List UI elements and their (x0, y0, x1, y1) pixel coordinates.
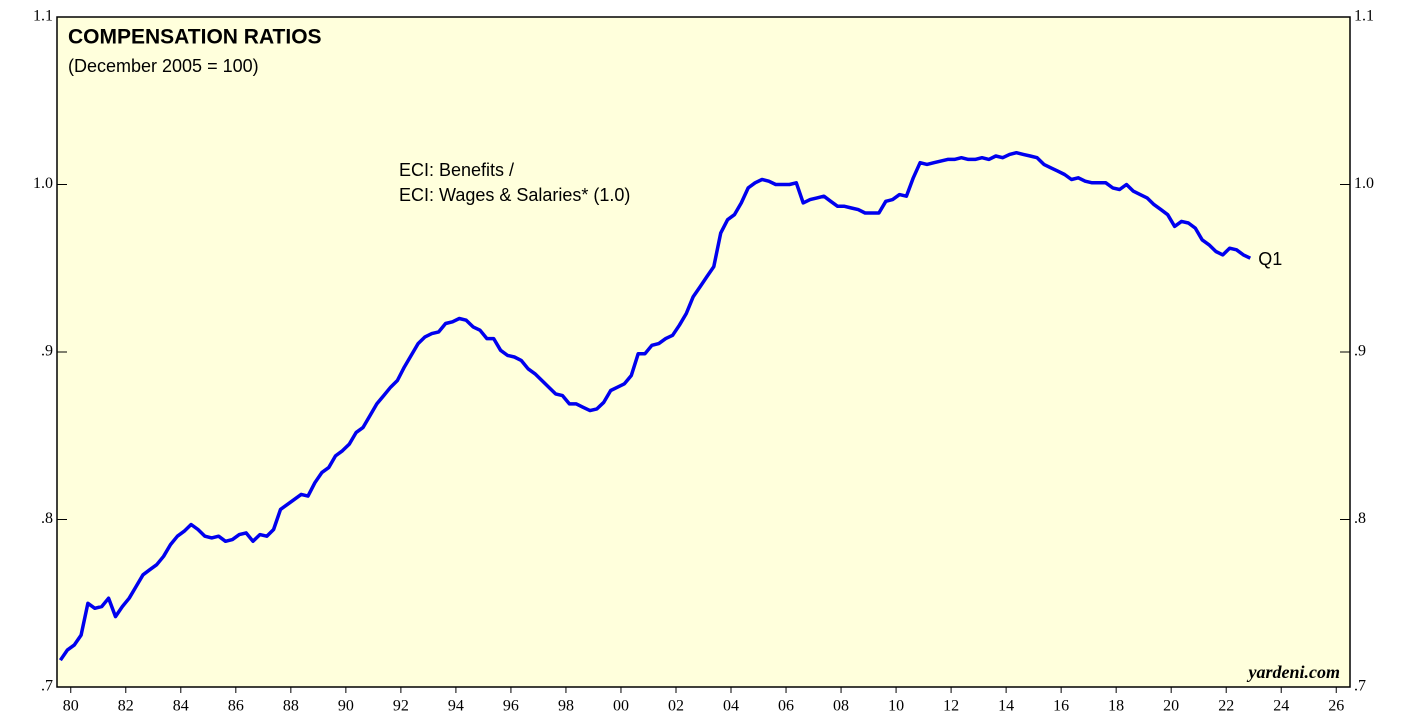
x-tick-label: 00 (613, 698, 629, 715)
y-tick-label: .8 (41, 510, 53, 527)
x-tick-label: 06 (778, 698, 794, 715)
y-tick-label: 1.0 (33, 175, 53, 192)
plot-area (56, 16, 1351, 688)
end-label: Q1 (1258, 249, 1282, 269)
y2-tick-label: 1.0 (1354, 175, 1374, 192)
x-tick-label: 96 (503, 698, 519, 715)
chart-subtitle: (December 2005 = 100) (68, 56, 259, 76)
x-tick-label: 14 (998, 698, 1014, 715)
annotation: ECI: Wages & Salaries* (1.0) (399, 185, 630, 205)
x-tick-label: 08 (833, 698, 849, 715)
annotation: ECI: Benefits / (399, 160, 514, 180)
line-series (58, 150, 1252, 662)
y-tick-label: .7 (41, 678, 53, 695)
y2-tick-label: .8 (1354, 510, 1366, 527)
x-tick-label: 22 (1218, 698, 1234, 715)
x-tick-label: 12 (943, 698, 959, 715)
x-tick-label: 88 (283, 698, 299, 715)
y-tick-label: 1.1 (33, 8, 53, 25)
x-tick-label: 20 (1163, 698, 1179, 715)
y2-tick-label: .7 (1354, 678, 1366, 695)
x-tick-label: 86 (228, 698, 244, 715)
x-tick-label: 92 (393, 698, 409, 715)
x-tick-label: 10 (888, 698, 904, 715)
y-tick-label: .9 (41, 343, 53, 360)
source: yardeni.com (1247, 662, 1341, 682)
y2-tick-label: .9 (1354, 343, 1366, 360)
chart-title: COMPENSATION RATIOS (68, 26, 322, 49)
x-tick-label: 24 (1273, 698, 1289, 715)
x-tick-label: 94 (448, 698, 464, 715)
x-tick-label: 02 (668, 698, 684, 715)
x-tick-label: 90 (338, 698, 354, 715)
y2-tick-label: 1.1 (1354, 8, 1374, 25)
x-tick-label: 04 (723, 698, 739, 715)
x-tick-label: 16 (1053, 698, 1069, 715)
x-tick-label: 26 (1328, 698, 1344, 715)
x-tick-label: 18 (1108, 698, 1124, 715)
x-tick-label: 82 (118, 698, 134, 715)
x-tick-label: 80 (63, 698, 79, 715)
x-tick-label: 98 (558, 698, 574, 715)
x-tick-label: 84 (173, 698, 189, 715)
